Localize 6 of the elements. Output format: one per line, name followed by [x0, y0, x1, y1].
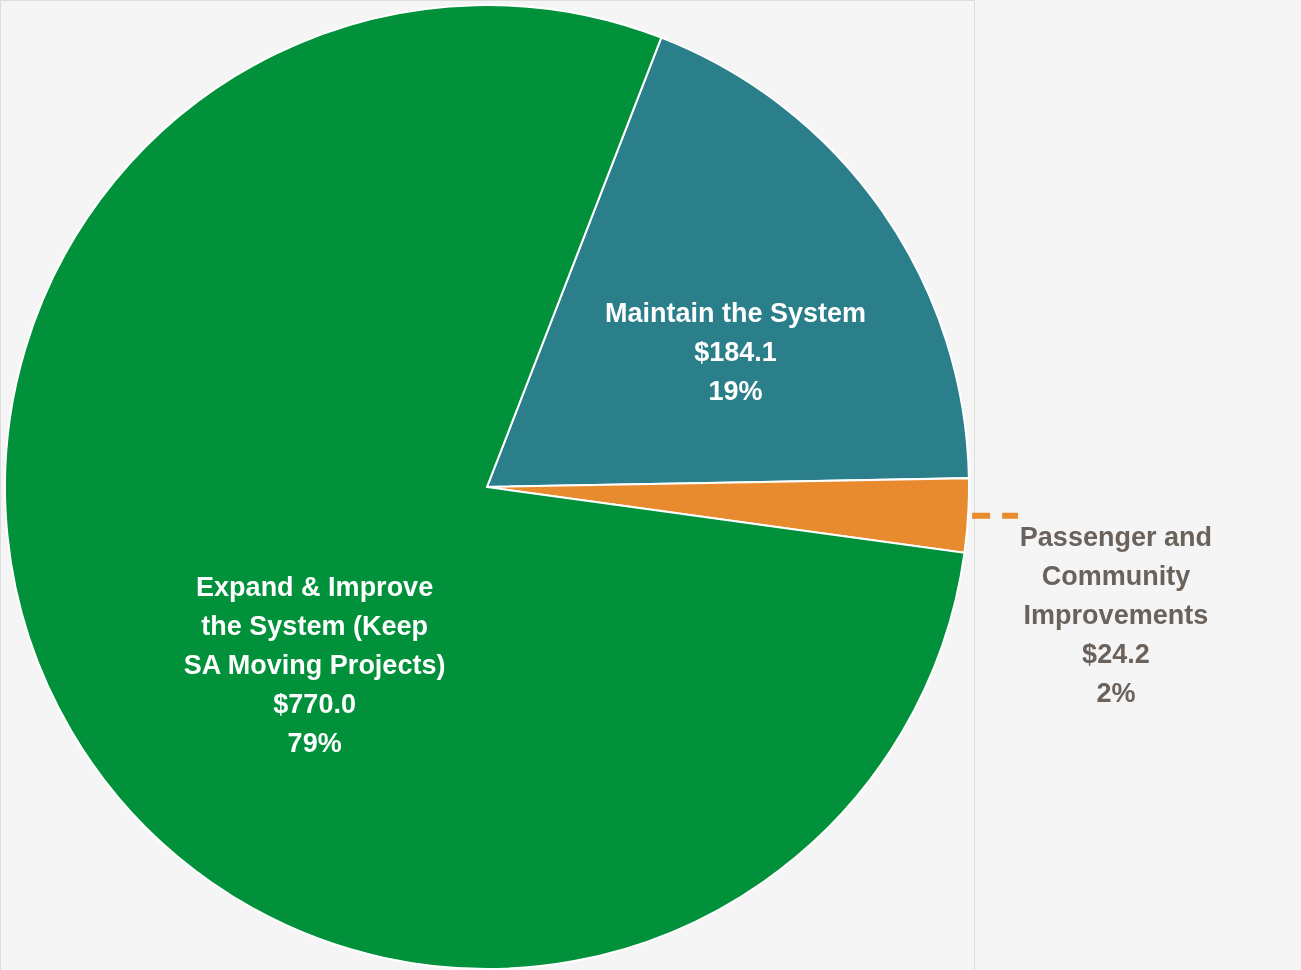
data-label: $770.0 79% [273, 689, 356, 759]
slice-label: Expand & Improve the System (Keep SA Moving Projects) [183, 572, 446, 681]
slice-label: Passenger and Community Improvements [1019, 522, 1212, 631]
slice-label: Maintain the System [604, 297, 866, 328]
data-label: $24.2 2% [1082, 639, 1150, 709]
data-label: $184.1 19% [694, 336, 777, 406]
